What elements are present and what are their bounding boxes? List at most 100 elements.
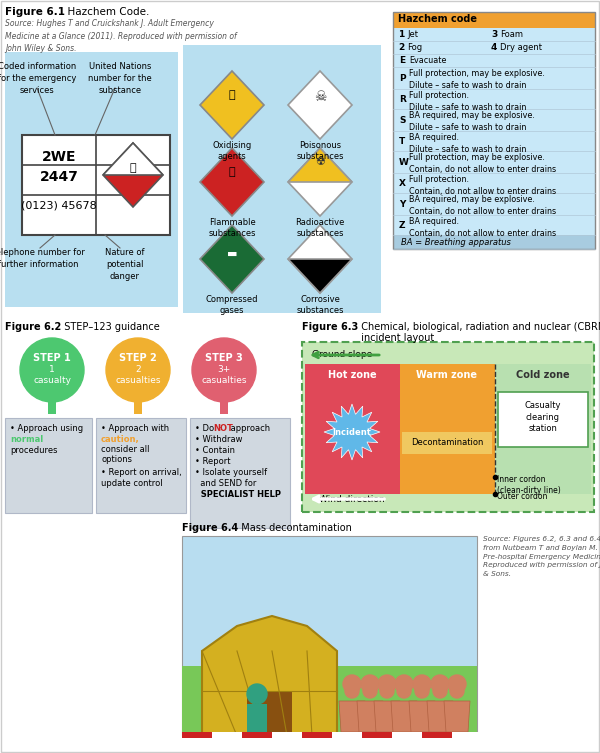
Text: • Approach using: • Approach using [10,424,83,433]
Text: 2WE: 2WE [42,150,76,164]
Text: Cold zone: Cold zone [516,370,570,380]
Text: Evacuate: Evacuate [409,56,446,65]
Text: Flammable
substances: Flammable substances [208,218,256,238]
Polygon shape [391,701,417,732]
Bar [182,732,212,738]
Text: Incident: Incident [332,428,371,437]
Text: BA required.
Contain, do not allow to enter drains: BA required. Contain, do not allow to en… [409,217,556,238]
Text: Decontamination: Decontamination [411,437,483,447]
Polygon shape [288,259,352,293]
Text: Warm zone: Warm zone [416,370,478,380]
Bar [305,364,400,494]
Polygon shape [374,701,400,732]
Text: • Report on arrival,: • Report on arrival, [101,468,182,477]
Bar [495,364,591,494]
Text: • Do: • Do [195,424,217,433]
Bar [183,45,381,313]
Text: Mass decontamination: Mass decontamination [235,523,352,533]
Circle shape [345,684,359,698]
Circle shape [192,338,256,402]
Bar [182,666,477,736]
Bar [393,131,595,151]
Text: 1: 1 [398,30,404,39]
Text: Inner cordon
(clean-dirty line): Inner cordon (clean-dirty line) [497,475,561,495]
Text: Compressed
gases: Compressed gases [206,295,258,315]
Polygon shape [288,148,352,216]
Text: 3+
casualties: 3+ casualties [201,365,247,385]
Text: BA required, may be explosive.
Dilute – safe to wash to drain: BA required, may be explosive. Dilute – … [409,111,535,132]
Bar [393,193,595,215]
Text: Figure 6.1: Figure 6.1 [5,7,65,17]
Text: (0123) 45678: (0123) 45678 [21,200,97,210]
Text: 1
casualty: 1 casualty [33,365,71,385]
Text: R: R [399,94,406,103]
Text: Source: Figures 6.2, 6.3 and 6.4 redrawn
from Nutbeam T and Boylan M. ABC of
Pre: Source: Figures 6.2, 6.3 and 6.4 redrawn… [483,536,600,577]
Bar [212,732,242,738]
Bar [190,418,290,528]
Circle shape [343,675,361,693]
Text: 2447: 2447 [40,170,79,184]
Text: W: W [399,157,409,166]
Circle shape [106,338,170,402]
Bar [393,173,595,193]
Text: Telephone number for
further information: Telephone number for further information [0,248,85,269]
Bar [393,28,595,41]
Polygon shape [444,701,470,732]
Text: Wind direction: Wind direction [319,495,385,504]
Bar [393,151,595,173]
Text: Jet: Jet [407,30,418,39]
Bar [393,12,595,249]
Text: Hot zone: Hot zone [328,370,376,380]
Text: STEP–123 guidance: STEP–123 guidance [58,322,160,332]
Text: ☢: ☢ [315,157,325,167]
Circle shape [448,675,466,693]
Bar [393,67,595,89]
Text: normal: normal [10,435,43,444]
Circle shape [413,675,431,693]
Text: E: E [399,56,405,65]
Text: 3: 3 [491,30,497,39]
Polygon shape [103,143,163,175]
Circle shape [247,684,267,704]
Text: 🔥: 🔥 [130,163,136,173]
Text: update control: update control [101,479,163,488]
Text: STEP 1: STEP 1 [33,353,71,363]
Bar [393,235,595,249]
Text: BA = Breathing apparatus: BA = Breathing apparatus [401,237,511,246]
Text: Z: Z [399,221,406,230]
Text: Chemical, biological, radiation and nuclear (CBRN): Chemical, biological, radiation and nucl… [355,322,600,332]
Polygon shape [324,404,380,460]
Polygon shape [427,701,453,732]
Bar [182,536,477,736]
Circle shape [378,675,396,693]
Text: 🔥: 🔥 [229,167,235,177]
Text: Coded information
for the emergency
services: Coded information for the emergency serv… [0,62,76,95]
Bar [48,400,56,414]
Text: consider all: consider all [101,445,149,454]
Bar [96,418,186,513]
Text: Full protection.
Dilute – safe to wash to drain: Full protection. Dilute – safe to wash t… [409,91,526,111]
Text: Hazchem code: Hazchem code [398,14,477,24]
Polygon shape [200,225,264,293]
Polygon shape [400,364,495,494]
Text: Figure 6.3: Figure 6.3 [302,322,358,332]
Bar [393,41,595,54]
Bar [220,400,228,414]
Text: • Withdraw: • Withdraw [195,435,242,444]
Polygon shape [200,148,264,216]
Circle shape [20,338,84,402]
Text: Nature of
potential
danger: Nature of potential danger [105,248,145,281]
Text: T: T [399,136,405,145]
Text: and SEND for: and SEND for [195,479,256,488]
Bar [392,732,422,738]
Circle shape [380,684,394,698]
Circle shape [395,675,413,693]
Text: Ground slope: Ground slope [312,350,372,359]
Text: 🔥: 🔥 [229,90,235,100]
Bar [498,392,588,447]
Bar [362,732,392,738]
Bar [452,732,482,738]
Polygon shape [339,701,365,732]
Bar [393,54,595,67]
Text: caution,: caution, [101,435,140,444]
